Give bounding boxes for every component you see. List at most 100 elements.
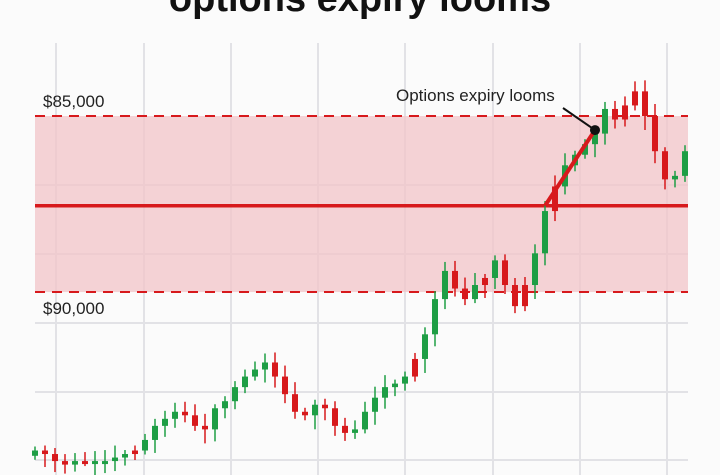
candles xyxy=(32,80,688,475)
candle xyxy=(372,386,378,425)
candle-body xyxy=(442,270,448,300)
candle xyxy=(132,445,138,461)
candle-body xyxy=(302,411,308,416)
annotation-arrow xyxy=(562,107,596,131)
candle-body xyxy=(242,376,248,388)
candle-body xyxy=(32,450,38,456)
candle-body xyxy=(82,461,88,465)
trend-line xyxy=(543,128,597,207)
candle xyxy=(272,352,278,388)
candle-body xyxy=(342,425,348,433)
candle-body xyxy=(542,211,548,254)
candle-body xyxy=(662,151,668,180)
candle xyxy=(482,273,488,299)
candle-body xyxy=(112,457,118,462)
candle xyxy=(262,353,268,383)
candle xyxy=(382,375,388,409)
candle-body xyxy=(152,425,158,440)
candle-body xyxy=(122,454,128,458)
level-label-85000: $85,000 xyxy=(43,92,104,111)
candle xyxy=(182,401,188,423)
candle xyxy=(282,365,288,404)
candle-body xyxy=(172,411,178,419)
candle-body xyxy=(62,461,68,465)
candle-body xyxy=(292,394,298,412)
candle-body xyxy=(612,108,618,120)
annotation-text: Options expiry looms xyxy=(396,86,555,105)
candle xyxy=(442,261,448,310)
candle-body xyxy=(182,411,188,416)
candle-body xyxy=(432,299,438,335)
candle xyxy=(622,96,628,127)
candle xyxy=(252,361,258,381)
candle-body xyxy=(552,186,558,212)
candle-body xyxy=(262,362,268,370)
level-lines xyxy=(35,115,688,294)
candle xyxy=(152,418,158,453)
candle-body xyxy=(352,429,358,433)
candle-body xyxy=(192,415,198,426)
candle-body xyxy=(512,285,518,307)
candle xyxy=(542,201,548,266)
candle xyxy=(142,433,148,455)
candle xyxy=(412,352,418,382)
candle xyxy=(172,402,178,428)
candle-body xyxy=(482,277,488,286)
candle xyxy=(92,451,98,475)
candle xyxy=(632,81,638,111)
annotation-marker xyxy=(590,125,600,136)
chart-title: options expiry looms xyxy=(0,0,720,21)
candle-body xyxy=(632,91,638,106)
candle xyxy=(602,101,608,145)
candle xyxy=(122,450,128,466)
candle xyxy=(512,278,518,314)
candle-body xyxy=(142,439,148,451)
candle xyxy=(612,100,618,129)
candle-body xyxy=(522,285,528,307)
candle-body xyxy=(472,285,478,300)
candle xyxy=(342,417,348,441)
candle-body xyxy=(162,418,168,426)
candle xyxy=(242,369,248,394)
candle xyxy=(642,80,648,130)
candle-body xyxy=(672,175,678,180)
candle xyxy=(302,407,308,421)
candle xyxy=(532,244,538,300)
candle xyxy=(112,445,118,472)
candle-body xyxy=(592,133,598,145)
candle xyxy=(292,382,298,419)
candle-body xyxy=(382,387,388,398)
candle xyxy=(552,175,558,222)
candle xyxy=(312,399,318,430)
candle-body xyxy=(272,362,278,377)
candle xyxy=(452,260,458,297)
candle xyxy=(362,401,368,434)
candle xyxy=(82,452,88,467)
candle xyxy=(652,104,658,164)
candle xyxy=(322,398,328,421)
candle-body xyxy=(72,461,78,465)
candle-body xyxy=(92,461,98,465)
candle-body xyxy=(582,144,588,155)
candle xyxy=(402,371,408,391)
candle xyxy=(102,450,108,474)
candle-body xyxy=(502,260,508,286)
candle-body xyxy=(642,91,648,116)
candle-body xyxy=(332,408,338,426)
candle-body xyxy=(412,358,418,377)
candle xyxy=(662,147,668,190)
candle-body xyxy=(452,270,458,289)
candle xyxy=(62,454,68,474)
candle-body xyxy=(102,461,108,465)
candle-body xyxy=(682,151,688,176)
candle xyxy=(32,446,38,460)
candle xyxy=(492,255,498,289)
candle xyxy=(432,291,438,347)
candle-body xyxy=(622,105,628,120)
candle-body xyxy=(462,288,468,300)
candle xyxy=(52,448,58,473)
candle xyxy=(332,401,338,436)
candle xyxy=(162,410,168,437)
candle xyxy=(232,381,238,410)
